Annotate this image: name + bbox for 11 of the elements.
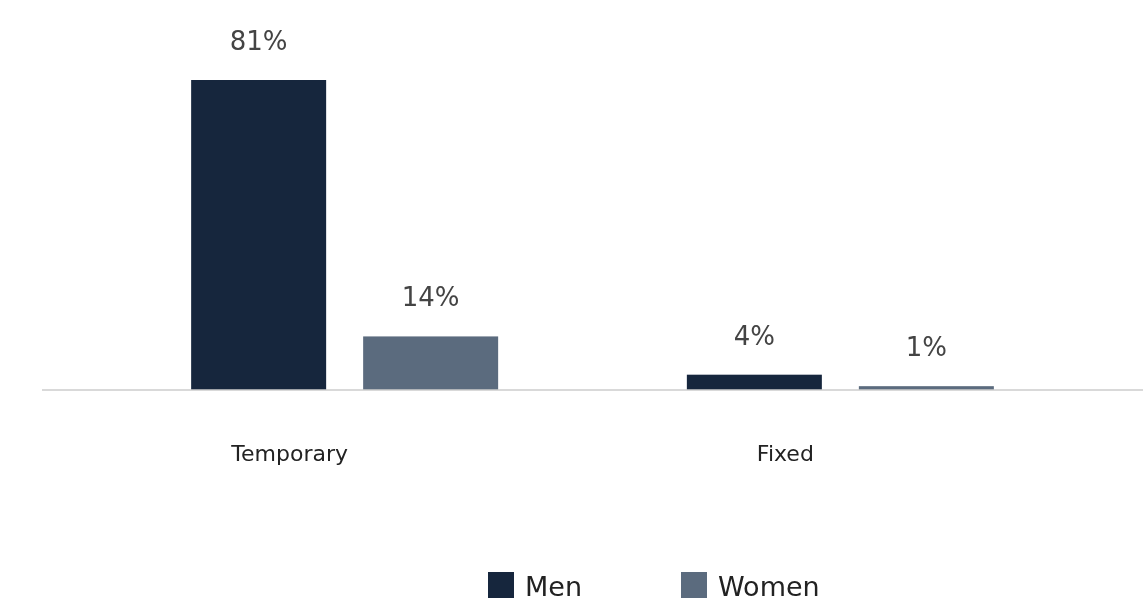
legend-label: Women xyxy=(718,571,820,602)
data-label: 81% xyxy=(229,26,288,56)
data-label: 14% xyxy=(401,282,460,313)
x-tick-label: Fixed xyxy=(756,441,814,466)
x-tick-label: Temporary xyxy=(230,441,348,466)
data-label: 4% xyxy=(733,320,775,351)
data-label: 1% xyxy=(905,332,947,363)
bar xyxy=(191,80,327,390)
bar xyxy=(686,374,822,390)
legend-label: Men xyxy=(525,571,583,602)
bar xyxy=(363,336,499,390)
